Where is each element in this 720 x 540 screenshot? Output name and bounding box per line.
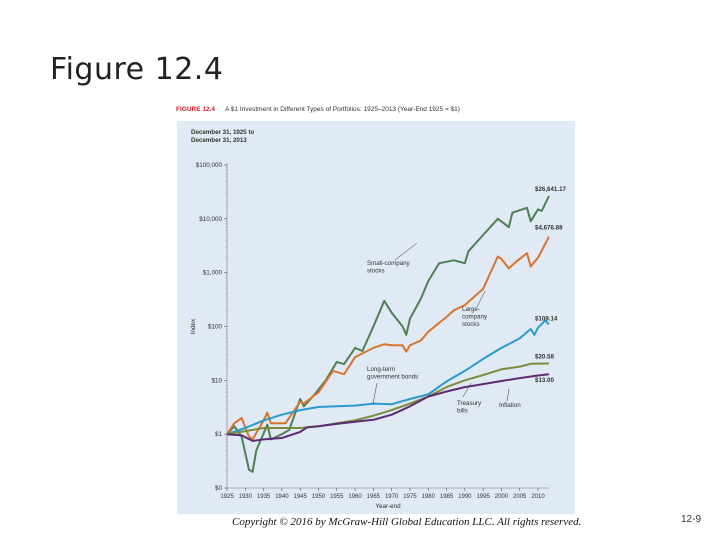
annotation-large-company-stocks: Large- <box>462 306 480 313</box>
y-tick-label: $100 <box>208 324 223 331</box>
annotation-pointer <box>476 290 486 308</box>
annotation-pointer <box>506 388 510 402</box>
y-tick-label: $1 <box>215 431 223 438</box>
x-tick-label: 1980 <box>422 494 436 500</box>
x-tick-label: 1970 <box>385 494 399 500</box>
period-label-line: December 31, 1925 to <box>191 129 255 136</box>
period-label-line: December 31, 2013 <box>191 137 247 144</box>
x-tick-label: 1925 <box>220 494 234 500</box>
x-tick-label: 1955 <box>330 494 344 500</box>
x-tick-label: 1950 <box>312 494 326 500</box>
x-tick-label: 1995 <box>476 494 490 500</box>
end-label-large-company-stocks: $4,676.88 <box>535 225 563 232</box>
x-tick-label: 1945 <box>294 494 308 500</box>
annotation-pointer <box>372 382 378 405</box>
x-axis-label: Year-end <box>375 503 401 510</box>
x-tick-label: 1965 <box>367 494 381 500</box>
y-axis-label: Index <box>190 318 197 334</box>
series-line-long-term-government-bonds <box>226 319 550 436</box>
y-tick-label: $100,000 <box>196 162 223 169</box>
y-tick-label: $10 <box>211 377 222 384</box>
annotation-large-company-stocks: stocks <box>462 321 480 328</box>
slide-title: Figure 12.4 <box>50 52 224 87</box>
x-tick-label: 1985 <box>440 494 454 500</box>
annotation-pointer <box>394 242 418 261</box>
x-tick-label: 1990 <box>458 494 472 500</box>
figure-label: FIGURE 12.4 <box>176 106 216 113</box>
end-label-small-company-stocks: $26,641.17 <box>535 186 567 193</box>
y-tick-label: $10,000 <box>199 216 222 223</box>
x-tick-label: 1960 <box>348 494 362 500</box>
end-label-long-term-government-bonds: $109.14 <box>535 315 558 322</box>
annotation-large-company-stocks: company <box>462 314 488 321</box>
x-tick-label: 1940 <box>275 494 289 500</box>
y-tick-label: $1,000 <box>203 270 223 277</box>
x-tick-label: 1930 <box>239 494 253 500</box>
x-tick-label: 2005 <box>513 494 527 500</box>
slide-number: 12-9 <box>681 514 702 525</box>
series-line-large-company-stocks <box>226 236 550 441</box>
end-label-inflation: $13.00 <box>535 377 554 384</box>
annotation-treasury-bills: Treasury <box>457 400 482 407</box>
figure-caption: FIGURE 12.4 A $1 Investment in Different … <box>176 106 576 113</box>
annotation-small-company-stocks: Small-company <box>367 260 411 267</box>
annotation-long-term-government-bonds: government bonds <box>367 374 418 381</box>
copyright-notice: Copyright © 2016 by McGraw-Hill Global E… <box>232 516 582 528</box>
x-tick-label: 2000 <box>495 494 509 500</box>
x-tick-label: 2010 <box>531 494 545 500</box>
figure-caption-text: A $1 Investment in Different Types of Po… <box>225 106 460 113</box>
annotation-treasury-bills: bills <box>457 408 468 415</box>
x-tick-label: 1975 <box>403 494 417 500</box>
annotation-inflation: Inflation <box>499 402 521 409</box>
annotation-small-company-stocks: stocks <box>367 268 385 275</box>
series-line-small-company-stocks <box>226 195 550 473</box>
end-label-treasury-bills: $20.58 <box>535 353 554 360</box>
chart-panel: December 31, 1925 to December 31, 2013 $0 $… <box>177 121 575 514</box>
annotation-long-term-government-bonds: Long-term <box>367 366 395 373</box>
series-line-inflation <box>226 373 550 442</box>
y-tick-label: $0 <box>215 485 223 492</box>
x-tick-label: 1935 <box>257 494 271 500</box>
annotation-pointer <box>462 382 472 398</box>
